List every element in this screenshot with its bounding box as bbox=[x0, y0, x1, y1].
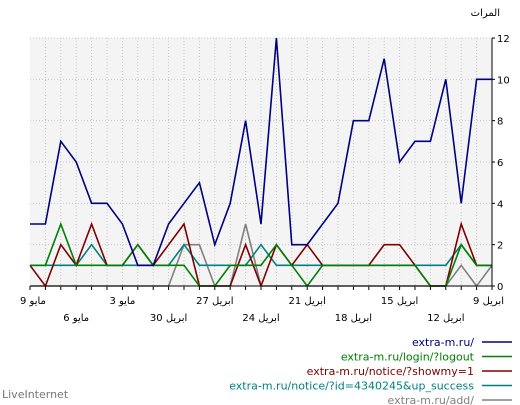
x-tick-label: 9 ابريل bbox=[473, 296, 504, 307]
y-axis-ticks: 0 2 4 6 8 10 12 bbox=[492, 34, 510, 293]
x-tick-label: 6 مايو bbox=[63, 313, 89, 324]
legend-label: extra-m.ru/notice/?showmy=1 bbox=[307, 365, 474, 378]
x-tick-label: 24 ابريل bbox=[242, 313, 279, 324]
y-tick-label: 2 bbox=[497, 241, 503, 252]
y-tick-label: 8 bbox=[497, 117, 503, 128]
footer-brand: LiveInternet bbox=[2, 388, 69, 401]
y-tick-label: 0 bbox=[497, 282, 503, 293]
x-axis-ticks: 9 مايو 3 مايو 27 ابريل 21 ابريل 15 ابريل 9 اب… bbox=[20, 286, 504, 324]
series-line-1 bbox=[30, 37, 492, 267]
legend-label: extra-m.ru/ bbox=[412, 336, 474, 349]
y-tick-label: 12 bbox=[497, 34, 510, 45]
x-tick-label: 3 مايو bbox=[109, 296, 135, 307]
x-tick-label: 12 ابريل bbox=[427, 313, 464, 324]
y-axis-title: المرات bbox=[471, 8, 500, 19]
x-tick-label: 15 ابريل bbox=[381, 296, 418, 307]
legend-label: extra-m.ru/login/?logout bbox=[341, 351, 475, 364]
y-tick-label: 4 bbox=[497, 199, 503, 210]
legend-label: extra-m.ru/add/ bbox=[388, 394, 475, 405]
x-tick-label: 18 ابريل bbox=[335, 313, 372, 324]
y-tick-label: 6 bbox=[497, 158, 503, 169]
legend: extra-m.ru/extra-m.ru/login/?logoutextra… bbox=[229, 336, 512, 405]
x-tick-label: 21 ابريل bbox=[289, 296, 326, 307]
series-line-2 bbox=[30, 221, 492, 288]
x-tick-label: 30 ابريل bbox=[150, 313, 187, 324]
x-tick-label: 27 ابريل bbox=[196, 296, 233, 307]
legend-label: extra-m.ru/notice/?id=4340245&up_success bbox=[229, 380, 474, 393]
x-tick-label: 9 مايو bbox=[20, 296, 46, 307]
y-tick-label: 10 bbox=[497, 75, 510, 86]
